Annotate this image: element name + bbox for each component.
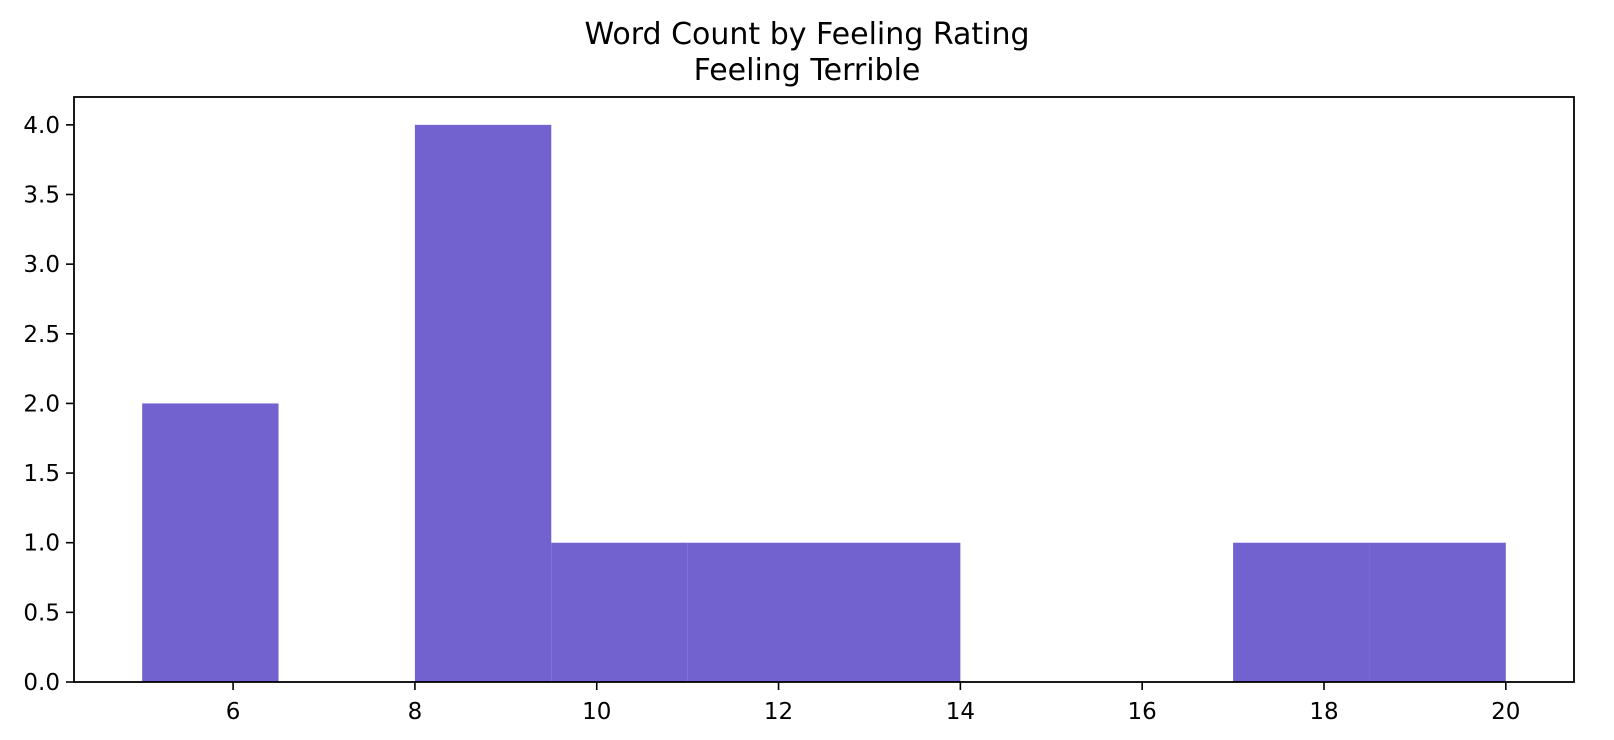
x-tick-label: 18	[1309, 699, 1338, 725]
y-tick-label: 2.5	[23, 322, 60, 348]
histogram-bar-8	[1233, 542, 1370, 682]
histogram-bar-2	[414, 124, 552, 683]
histogram-bar-3	[551, 542, 688, 682]
histogram-bar-5	[824, 542, 961, 682]
x-tick-label: 16	[1128, 699, 1157, 725]
y-tick-label: 3.5	[23, 183, 60, 209]
x-tick-label: 8	[408, 699, 423, 725]
histogram-bar-4	[687, 542, 824, 682]
chart-subtitle: Feeling Terrible	[694, 53, 921, 88]
histogram-bar-9	[1369, 542, 1506, 682]
y-tick-label: 1.0	[23, 531, 60, 557]
x-tick-label: 12	[764, 699, 793, 725]
histogram-bar-0	[142, 403, 279, 682]
chart-title: Word Count by Feeling Rating	[584, 17, 1029, 52]
y-tick-label: 3.0	[23, 252, 60, 278]
y-tick-label: 2.0	[23, 391, 60, 417]
plot-frame	[73, 96, 1575, 683]
x-tick-label: 6	[226, 699, 241, 725]
y-tick-label: 0.0	[23, 670, 60, 696]
x-axis: 6 8 10 12 14 16 18 20	[226, 682, 1520, 725]
y-tick-label: 0.5	[23, 600, 60, 626]
x-tick-label: 20	[1491, 699, 1520, 725]
x-tick-label: 14	[946, 699, 975, 725]
x-tick-label: 10	[582, 699, 611, 725]
y-tick-label: 1.5	[23, 461, 60, 487]
y-axis: 0.0 0.5 1.0 1.5 2.0 2.5 3.0 3.5 4.0	[23, 113, 74, 696]
y-tick-label: 4.0	[23, 113, 60, 139]
bars-group	[142, 124, 1506, 683]
